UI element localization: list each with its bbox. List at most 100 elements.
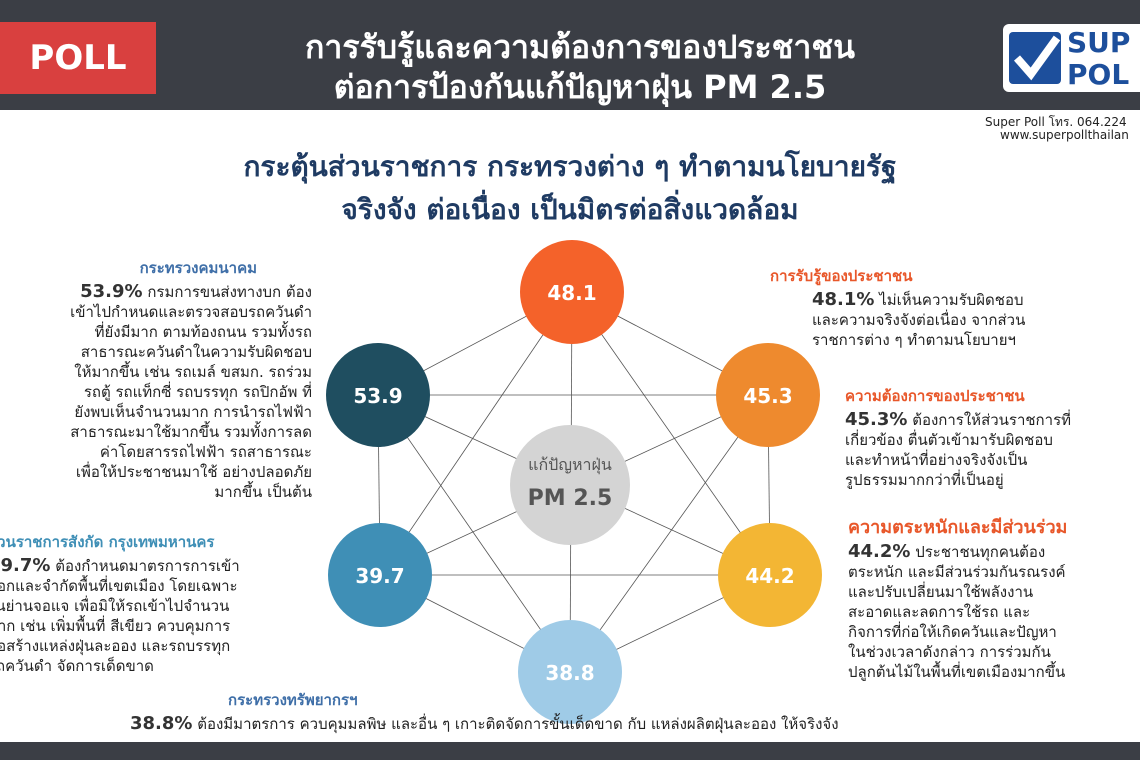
block-line: กิจการที่ก่อให้เกิดควันและปัญหา [848,622,1067,642]
headline: จริงจัง ต่อเนื่อง เป็นมิตรต่อสิ่งแวดล้อม [341,193,799,226]
line-text: กิจการที่ก่อให้เกิดควันและปัญหา [848,623,1057,641]
text-block: กระทรวงทรัพยากรฯ 38.8% ต้องมีมาตรการ ควบค… [130,690,839,734]
text-block: การรับรู้ของประชาชน 48.1% ไม่เห็นความรับผ… [770,266,1025,350]
title-line: ต่อการป้องกันแก้ปัญหาฝุ่น PM 2.5 [333,68,827,106]
line-text: ไม่เห็นความรับผิดชอบ [874,291,1024,309]
line-text: ยังพบเห็นจำนวนมาก การนำรถไฟฟ้า [74,403,312,421]
block-heading: ส่วนราชการสังกัด กรุงเทพมหานคร [0,533,215,551]
node-circle [716,343,820,447]
block-percent: 48.1% [812,289,875,310]
line-text: และความจริงจังต่อเนื่อง จากส่วน [812,311,1026,329]
node-circle [718,523,822,627]
connector [569,394,769,673]
block-line: 44.2% ประชาชนทุกคนต้อง [848,542,1067,562]
block-line: สาธารณะมาใช้มากขึ้น รวมทั้งการลด [70,422,312,442]
block-percent: 44.2% [848,541,911,562]
block-percent: 39.7% [0,555,51,576]
logo-check [1009,32,1061,84]
node-value: 38.8 [545,661,594,685]
block-line: ในย่านจอแจ เพื่อมิให้รถเข้าไปจำนวน [0,596,240,616]
block-heading: กระทรวงคมนาคม [139,259,257,277]
block-line: สาธารณะควันดำในความรับผิดชอบ [70,342,312,362]
block-line: ราชการต่าง ๆ ทำตามนโยบายฯ [770,330,1025,350]
block-line: 38.8% ต้องมีมาตรการ ควบคุมมลพิษ และอื่น … [130,714,839,734]
title-line: การรับรู้และความต้องการของประชาชน [305,28,855,66]
node-value: 44.2 [745,564,794,588]
line-text: ให้มากขึ้น เช่น รถเมล์ ขสมก. รถร่วม [74,363,312,381]
block-line: และทำหน้าที่อย่างจริงจังเป็น [845,450,1071,470]
block-heading: ความต้องการของประชาชน [845,387,1025,405]
block-heading: การรับรู้ของประชาชน [770,267,913,285]
line-text: เข้าไปกำหนดและตรวจสอบรถควันดำ [70,303,312,321]
block-line: มากขึ้น เป็นต้น [70,482,312,502]
block-line: ก่อสร้างแหล่งฝุ่นละออง และรถบรรทุก [0,636,240,656]
block-line: ออกและจำกัดพื้นที่เขตเมือง โดยเฉพาะ [0,576,240,596]
block-heading: กระทรวงทรัพยากรฯ [228,691,358,709]
line-text: สะอาดและลดการใช้รถ และ [848,603,1031,621]
block-line: และปรับเปลี่ยนมาใช้พลังงาน [848,582,1067,602]
line-text: ในย่านจอแจ เพื่อมิให้รถเข้าไปจำนวน [0,597,230,615]
node-value: 53.9 [353,384,402,408]
block-line: เพื่อให้ประชาชนมาใช้ อย่างปลอดภัย [70,462,312,482]
line-text: ประชาชนทุกคนต้อง [910,543,1046,561]
block-line: 45.3% ต้องการให้ส่วนราชการที่ [845,410,1071,430]
block-percent: 53.9% [80,281,143,302]
logo: SUP POL [1003,24,1140,92]
line-text: ต้องการให้ส่วนราชการที่ [907,411,1072,429]
line-text: และทำหน้าที่อย่างจริงจังเป็น [845,451,1028,469]
node-value: 48.1 [547,281,596,305]
footer-bar [0,742,1140,760]
line-text: ราชการต่าง ๆ ทำตามนโยบายฯ [812,331,1016,349]
line-text: ปลูกต้นไม้ในพื้นที่เขตเมืองมากขึ้น [848,663,1066,681]
line-text: เพื่อให้ประชาชนมาใช้ อย่างปลอดภัย [75,463,312,481]
block-line: มาก เช่น เพิ่มพื้นที่ สีเขียว ควบคุมการ [0,616,240,636]
node-circle [328,523,432,627]
line-text: มากขึ้น เป็นต้น [214,483,312,501]
block-line: ปลูกต้นไม้ในพื้นที่เขตเมืองมากขึ้น [848,662,1067,682]
line-text: ที่ยังมีมาก ตามท้องถนน รวมทั้งรถ [94,323,312,341]
connector [377,394,571,673]
node-value: 39.7 [355,564,404,588]
block-line: 48.1% ไม่เห็นความรับผิดชอบ [770,290,1025,310]
text-block: ส่วนราชการสังกัด กรุงเทพมหานคร 39.7% ต้อง… [0,532,240,676]
block-line: ยังพบเห็นจำนวนมาก การนำรถไฟฟ้า [70,402,312,422]
block-line: ค่าโดยสารรถไฟฟ้า รถสาธารณะ [70,442,312,462]
block-line: สะอาดและลดการใช้รถ และ [848,602,1067,622]
block-percent: 45.3% [845,409,908,430]
line-text: ออกและจำกัดพื้นที่เขตเมือง โดยเฉพาะ [0,577,238,595]
block-line: ในช่วงเวลาดังกล่าว การร่วมกัน [848,642,1067,662]
connector [571,291,771,576]
line-text: รูปธรรมมากกว่าที่เป็นอยู่ [845,471,1004,489]
block-line: ที่ยังมีมาก ตามท้องถนน รวมทั้งรถ [70,322,312,342]
node-value: 45.3 [743,384,792,408]
text-block: ความต้องการของประชาชน 45.3% ต้องการให้ส่ว… [845,386,1071,490]
node-circle [518,620,622,724]
node-circle [326,343,430,447]
line-text: ค่าโดยสารรถไฟฟ้า รถสาธารณะ [99,443,312,461]
node-circle [520,240,624,344]
contact: www.superpollthailan [1000,128,1129,142]
text-block: ความตระหนักและมีส่วนร่วม 44.2% ประชาชนทุก… [848,518,1067,682]
block-line: ตระหนัก และมีส่วนร่วมกันรณรงค์ [848,562,1067,582]
contact: Super Poll โทร. 064.224 [985,115,1127,129]
line-text: มาก เช่น เพิ่มพื้นที่ สีเขียว ควบคุมการ [0,617,231,635]
line-text: รถตู้ รถแท็กซี่ รถบรรทุก รถปิกอัพ ที่ [83,383,312,401]
block-line: และความจริงจังต่อเนื่อง จากส่วน [770,310,1025,330]
center-circle [510,425,630,545]
block-line: รูปธรรมมากกว่าที่เป็นอยู่ [845,470,1071,490]
text-block: กระทรวงคมนาคม 53.9% กรมการขนส่งทางบก ต้อง… [70,258,312,502]
line-text: สาธารณะมาใช้มากขึ้น รวมทั้งการลด [70,423,312,441]
line-text: ในช่วงเวลาดังกล่าว การร่วมกัน [848,643,1051,661]
line-text: และปรับเปลี่ยนมาใช้พลังงาน [848,583,1034,601]
line-text: รถควันดำ จัดการเด็ดขาด [0,657,154,675]
block-percent: 38.8% [130,713,193,734]
headline: กระตุ้นส่วนราชการ กระทรวงต่าง ๆ ทำตามนโย… [243,150,897,183]
block-line: 39.7% ต้องกำหนดมาตรการการเข้า [0,556,240,576]
line-text: ต้องกำหนดมาตรการการเข้า [50,557,240,575]
block-line: เข้าไปกำหนดและตรวจสอบรถควันดำ [70,302,312,322]
poll-badge: POLL [0,22,156,94]
line-text: เกี่ยวข้อง ตื่นตัวเข้ามารับผิดชอบ [845,431,1053,449]
line-text: ต้องมีมาตรการ ควบคุมมลพิษ และอื่น ๆ เกาะ… [192,715,839,733]
